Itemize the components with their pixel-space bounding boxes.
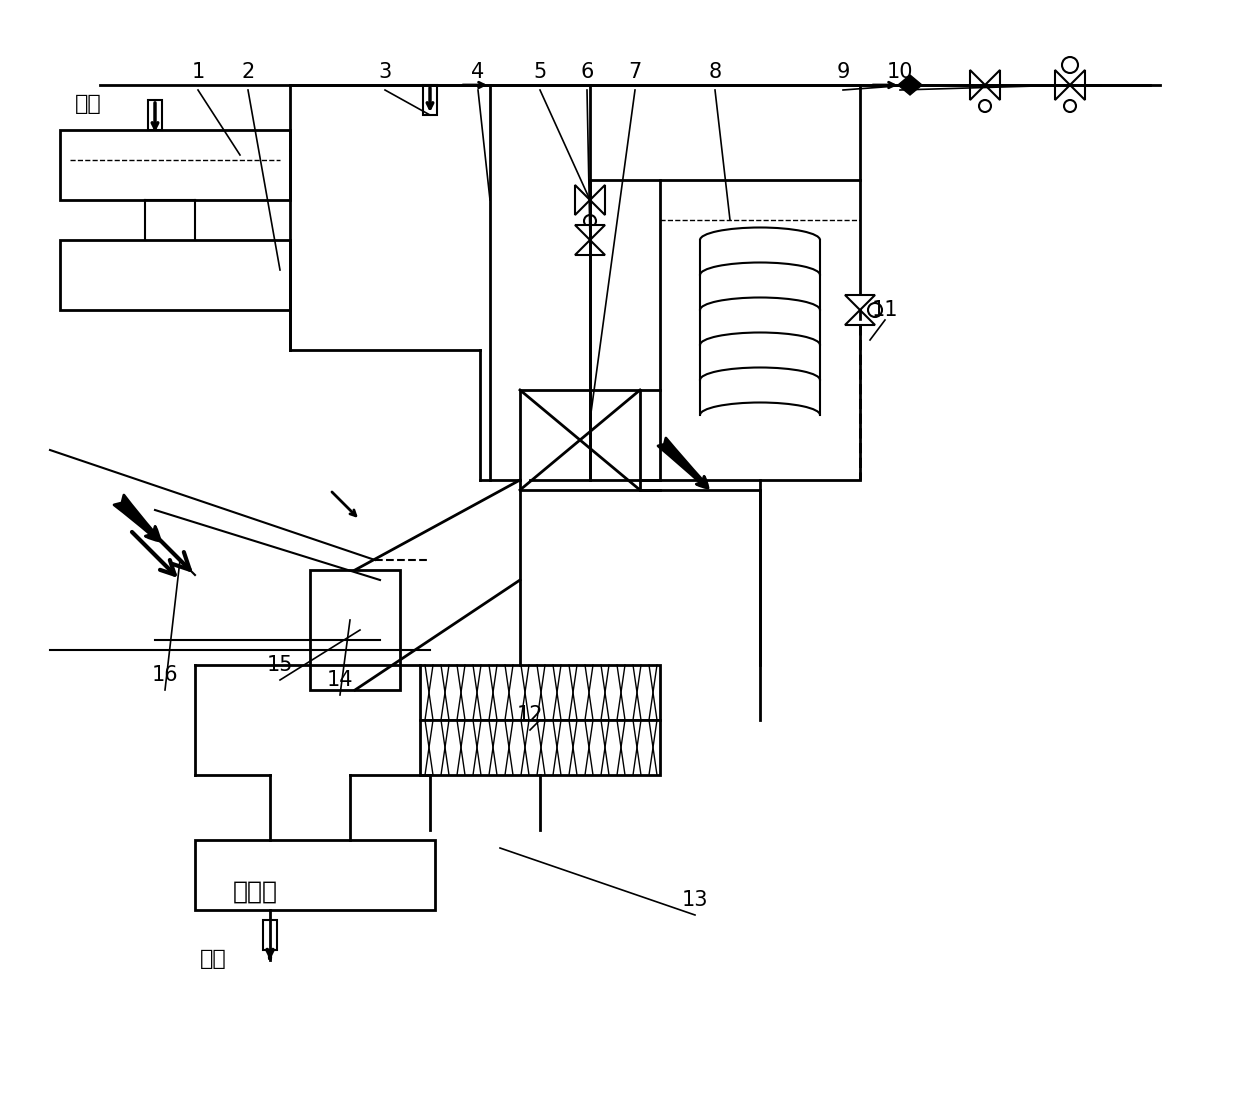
Polygon shape <box>898 75 923 95</box>
Bar <box>60 240 290 310</box>
Bar <box>148 100 162 130</box>
Polygon shape <box>1055 70 1070 100</box>
Polygon shape <box>575 225 605 240</box>
Text: 15: 15 <box>267 655 293 675</box>
Bar <box>263 920 277 950</box>
Bar <box>423 85 436 115</box>
Text: 1: 1 <box>191 62 205 82</box>
Polygon shape <box>575 185 590 215</box>
Text: 2: 2 <box>242 62 254 82</box>
Text: 5: 5 <box>533 62 547 82</box>
Text: 空预器: 空预器 <box>233 880 278 904</box>
Bar <box>195 840 435 910</box>
Text: 3: 3 <box>378 62 392 82</box>
Bar <box>60 130 290 199</box>
Text: 8: 8 <box>708 62 722 82</box>
Bar <box>520 390 640 490</box>
Text: 16: 16 <box>151 665 179 685</box>
Polygon shape <box>575 240 605 255</box>
Polygon shape <box>970 70 985 100</box>
Text: 6: 6 <box>580 62 594 82</box>
Bar <box>310 570 401 690</box>
Text: 11: 11 <box>872 300 898 320</box>
Text: 9: 9 <box>836 62 849 82</box>
Text: 烟气: 烟气 <box>200 949 227 969</box>
Text: 7: 7 <box>629 62 641 82</box>
Polygon shape <box>985 70 999 100</box>
Text: 14: 14 <box>327 670 353 690</box>
Text: 10: 10 <box>887 62 913 82</box>
Text: 12: 12 <box>517 705 543 724</box>
Bar <box>420 720 660 775</box>
Text: 烟气: 烟气 <box>74 94 102 114</box>
Polygon shape <box>844 295 875 310</box>
Polygon shape <box>844 310 875 326</box>
Text: 13: 13 <box>682 890 708 910</box>
Bar <box>660 180 861 480</box>
Polygon shape <box>590 185 605 215</box>
Polygon shape <box>1070 70 1085 100</box>
Bar <box>420 665 660 720</box>
Text: 4: 4 <box>471 62 485 82</box>
